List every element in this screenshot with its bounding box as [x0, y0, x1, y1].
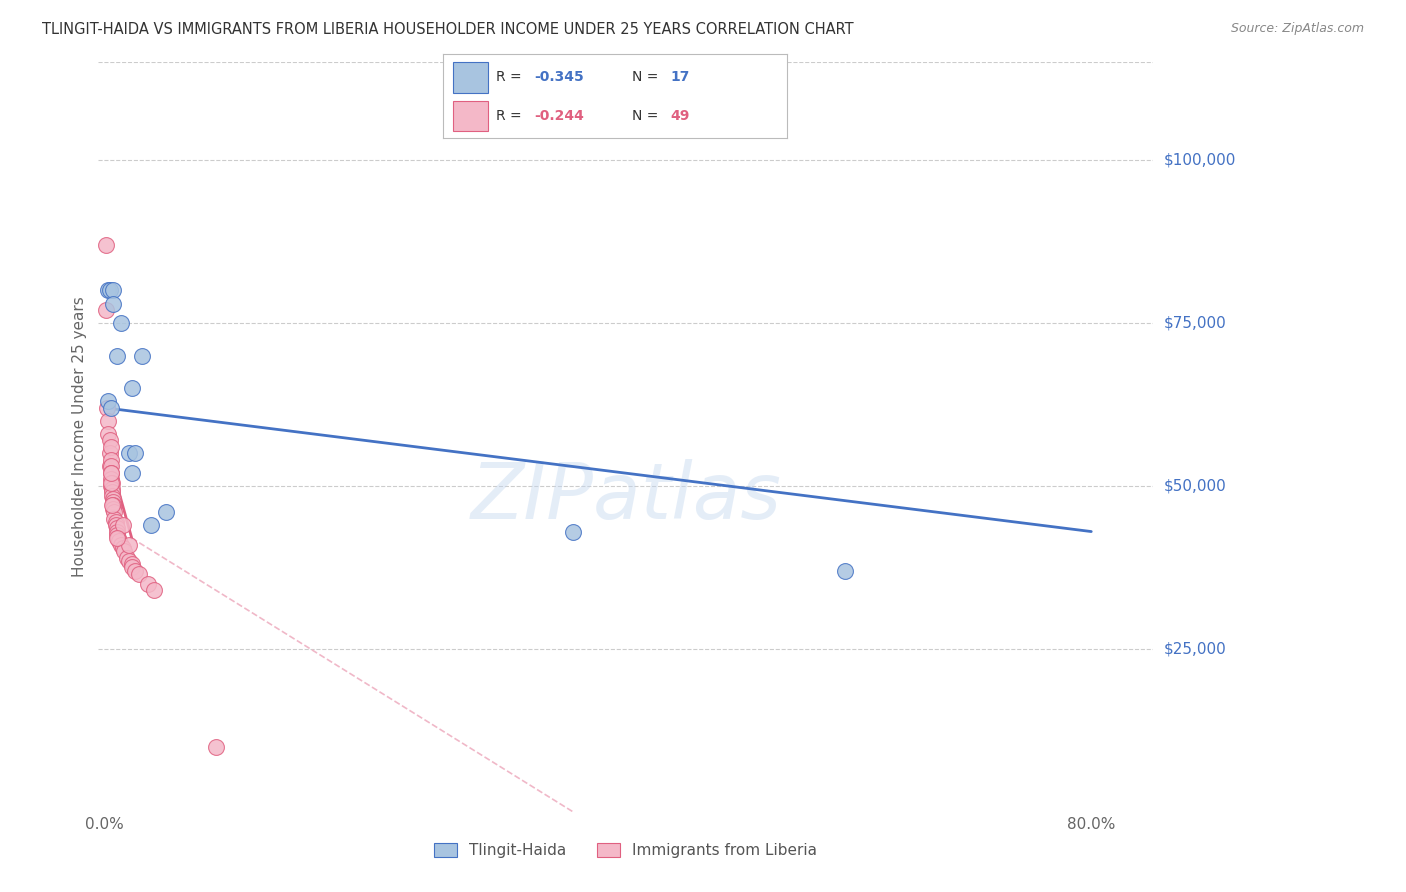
Point [98, 459, 121, 474]
Point [103, 505, 125, 519]
Point [103, 511, 125, 525]
Text: R =: R = [496, 109, 526, 123]
Text: Source: ZipAtlas.com: Source: ZipAtlas.com [1230, 22, 1364, 36]
Point [204, 739, 226, 754]
Point [141, 518, 163, 533]
Point [100, 475, 122, 490]
Text: 49: 49 [671, 109, 689, 123]
Point [100, 453, 122, 467]
Point [98, 434, 121, 448]
Point [112, 544, 135, 558]
Point [121, 557, 143, 571]
Point [97, 414, 120, 428]
Point [98, 284, 121, 298]
Legend: Tlingit-Haida, Immigrants from Liberia: Tlingit-Haida, Immigrants from Liberia [427, 837, 824, 864]
Text: 17: 17 [671, 70, 689, 84]
Point [96, 401, 118, 415]
Point [97, 426, 120, 441]
Point [101, 475, 124, 490]
Text: $25,000: $25,000 [1164, 641, 1227, 657]
Point [97, 394, 120, 409]
Point [105, 524, 128, 539]
Point [105, 531, 128, 545]
Text: $50,000: $50,000 [1164, 478, 1227, 493]
Point [94, 238, 117, 252]
Point [834, 564, 856, 578]
Point [105, 528, 128, 542]
Point [110, 538, 132, 552]
Point [100, 466, 122, 480]
Bar [453, 101, 488, 131]
Point [142, 583, 165, 598]
Point [108, 534, 131, 549]
Point [128, 566, 150, 581]
Point [100, 440, 122, 454]
Point [100, 459, 122, 474]
Bar [453, 62, 488, 93]
Point [103, 495, 125, 509]
Point [101, 482, 124, 496]
Point [98, 446, 121, 460]
Point [107, 531, 129, 545]
Text: $100,000: $100,000 [1164, 153, 1236, 168]
Text: N =: N = [633, 109, 664, 123]
Text: -0.345: -0.345 [534, 70, 583, 84]
Point [103, 284, 125, 298]
Point [101, 489, 124, 503]
Text: R =: R = [496, 70, 526, 84]
Point [110, 316, 132, 330]
Point [121, 466, 143, 480]
Point [104, 518, 127, 533]
Point [103, 501, 125, 516]
Text: TLINGIT-HAIDA VS IMMIGRANTS FROM LIBERIA HOUSEHOLDER INCOME UNDER 25 YEARS CORRE: TLINGIT-HAIDA VS IMMIGRANTS FROM LIBERIA… [42, 22, 853, 37]
Point [103, 491, 125, 506]
Text: $75,000: $75,000 [1164, 316, 1227, 331]
Point [118, 446, 141, 460]
Point [104, 515, 127, 529]
Point [94, 303, 117, 318]
Point [112, 518, 135, 533]
Point [131, 349, 153, 363]
Text: ZIPatlas: ZIPatlas [470, 459, 782, 535]
Text: -0.244: -0.244 [534, 109, 583, 123]
Point [101, 499, 124, 513]
Point [97, 284, 120, 298]
Y-axis label: Householder Income Under 25 years: Householder Income Under 25 years [72, 297, 87, 577]
Point [100, 479, 122, 493]
Point [105, 349, 128, 363]
Point [121, 381, 143, 395]
Point [112, 541, 135, 555]
Point [115, 550, 138, 565]
Text: N =: N = [633, 70, 664, 84]
Point [562, 524, 585, 539]
Point [118, 538, 141, 552]
Point [136, 576, 159, 591]
Point [118, 554, 141, 568]
Point [101, 485, 124, 500]
Point [100, 466, 122, 480]
Point [124, 446, 146, 460]
Point [155, 505, 177, 519]
Point [100, 472, 122, 486]
Point [103, 499, 125, 513]
Point [105, 521, 128, 535]
Point [124, 564, 146, 578]
Point [100, 401, 122, 415]
Point [121, 560, 143, 574]
Point [103, 296, 125, 310]
